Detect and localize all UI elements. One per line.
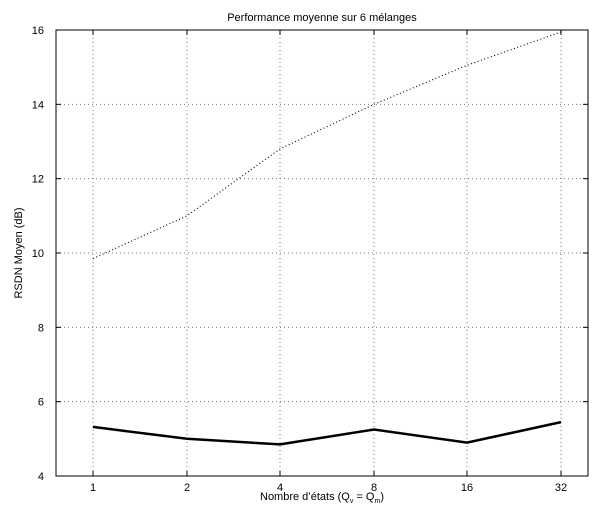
x-axis-label-prefix: Nombre d’états (Q — [260, 491, 350, 503]
y-axis-label: RSDN Moyen (dB) — [13, 207, 25, 298]
plot-frame — [55, 29, 589, 477]
x-tick-label: 16 — [461, 482, 473, 494]
y-tick-label: 8 — [38, 322, 44, 334]
y-tick-label: 6 — [38, 397, 44, 409]
y-tick-label: 10 — [32, 248, 44, 260]
x-axis-label-sub-v: v — [350, 498, 354, 505]
y-tick-label: 14 — [32, 99, 44, 111]
grid — [56, 30, 588, 476]
series-layer — [92, 31, 562, 446]
y-tick-label: 16 — [32, 25, 44, 37]
x-axis-label: Nombre d’états (Qv = Qm) — [260, 491, 384, 505]
x-tick-label: 4 — [277, 482, 283, 494]
x-tick-label: 8 — [371, 482, 377, 494]
x-tick-label: 32 — [555, 482, 567, 494]
x-axis-label-suffix: ) — [380, 491, 384, 503]
x-tick-label: 2 — [184, 482, 190, 494]
x-tick-label: 1 — [90, 482, 96, 494]
y-tick-label: 12 — [32, 174, 44, 186]
series-line-dotted — [92, 31, 562, 260]
series-line-solid — [92, 420, 562, 446]
chart-title: Performance moyenne sur 6 mélanges — [227, 12, 417, 24]
y-tick-label: 4 — [38, 471, 44, 483]
x-axis-label-middle: = Q — [353, 491, 375, 503]
x-axis-label-sub-m: m — [374, 498, 380, 505]
